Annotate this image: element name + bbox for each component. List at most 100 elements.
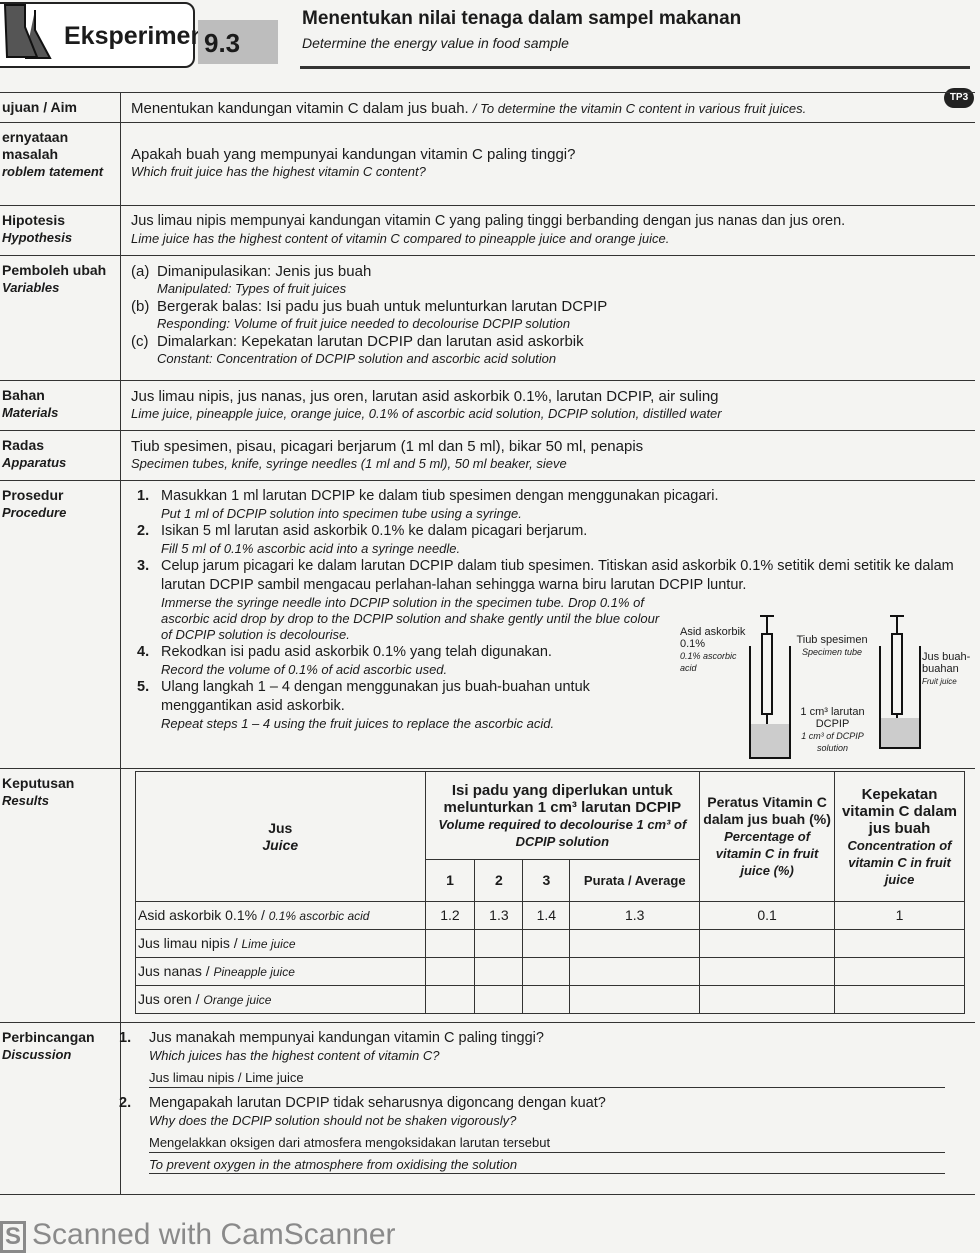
problem-text: Apakah buah yang mempunyai kandungan vit… (131, 146, 576, 163)
hypothesis-text-en: Lime juice has the highest content of vi… (131, 231, 670, 246)
apparatus-text: Tiub spesimen, pisau, picagari berjarum … (131, 438, 644, 455)
procedure-label: Prosedur (2, 487, 64, 503)
cell-avg: 1.3 (569, 901, 701, 930)
variable-item: (c) Dimalarkan: Kepekatan larutan DCPIP d… (131, 332, 965, 367)
cell-v1 (424, 985, 476, 1014)
question-label: Mengapakah larutan DCPIP tidak seharusny… (149, 1095, 606, 1111)
variables-label: Pemboleh ubah (2, 262, 107, 278)
materials-row: Bahan Materials Jus limau nipis, jus nana… (0, 380, 975, 430)
cell-avg (569, 929, 701, 958)
cell-v3 (522, 957, 571, 986)
variable-marker: (b) (131, 298, 150, 315)
results-row: Keputusan Results Jus Juice Isi padu yang … (0, 768, 975, 1022)
tp-badge: TP3 (944, 88, 974, 108)
procedure-step: 1. Masukkan 1 ml larutan DCPIP ke dalam t… (137, 487, 965, 522)
apparatus-label-en: Apparatus (2, 455, 67, 470)
variable-label: Dimalarkan: Kepekatan larutan DCPIP dan … (157, 333, 584, 350)
discussion-row: Perbincangan Discussion 1. Jus manakah mem… (0, 1022, 975, 1195)
th-volume-en: Volume required to decolourise 1 cm³ of … (438, 816, 687, 849)
cell-pct (699, 985, 835, 1014)
variable-marker: (a) (131, 263, 150, 280)
camscanner-text: Scanned with CamScanner (32, 1218, 396, 1251)
th-trial-3: 3 (522, 859, 571, 902)
question-text: 1. Jus manakah mempunyai kandungan vitami… (119, 1029, 965, 1048)
cell-v1 (424, 929, 476, 958)
procedure-step: 2. Isikan 5 ml larutan asid askorbik 0.1%… (137, 522, 965, 557)
aim-row: ujuan / Aim Menentukan kandungan vitamin… (0, 92, 975, 122)
cell-avg (569, 957, 701, 986)
page-title: Menentukan nilai tenaga dalam sampel mak… (302, 8, 742, 29)
cell-conc (834, 957, 965, 986)
question-text-en: Why does the DCPIP solution should not b… (149, 1113, 517, 1128)
problem-row: ernyataan masalah roblem tatement Apakah … (0, 122, 975, 205)
procedure-row: Prosedur Procedure 1. Masukkan 1 ml laruta… (0, 480, 975, 768)
juice-name: Jus nanas / (138, 962, 214, 979)
step-label: Celup jarum picagari ke dalam larutan DC… (161, 558, 954, 593)
question-text-en: Which juices has the highest content of … (149, 1048, 440, 1063)
juice-name: Jus oren / (138, 990, 204, 1007)
th-trial-1: 1 (424, 859, 476, 902)
procedure-step: 3. Celup jarum picagari ke dalam larutan … (137, 557, 965, 643)
question-number: 2. (119, 1095, 132, 1111)
header-rule (300, 66, 970, 69)
th-volume: Isi padu yang diperlukan untuk melunturk… (443, 781, 682, 816)
step-number: 2. (137, 523, 150, 539)
th-percentage: Peratus Vitamin C dalam jus buah (%) (703, 794, 831, 827)
step-label: Rekodkan isi padu asid askorbik 0.1% yan… (161, 644, 552, 660)
th-average: Purata / Average (569, 859, 701, 902)
procedure-step: 5. Ulang langkah 1 – 4 dengan menggunakan… (137, 678, 667, 732)
variable-label: Bergerak balas: Isi padu jus buah untuk … (157, 298, 608, 315)
cell-v3 (522, 985, 571, 1014)
cell-juice: Asid askorbik 0.1% / 0.1% ascorbic acid (135, 901, 426, 930)
juice-name: Asid askorbik 0.1% / (138, 906, 269, 923)
step-label: Masukkan 1 ml larutan DCPIP ke dalam tiu… (161, 488, 719, 504)
step-text: 4. Rekodkan isi padu asid askorbik 0.1% y… (137, 643, 667, 662)
experiment-word: Eksperimen (64, 22, 206, 50)
variables-label-en: Variables (2, 280, 60, 295)
hypothesis-label: Hipotesis (2, 212, 66, 228)
cell-v3 (522, 929, 571, 958)
results-label: Keputusan (2, 775, 75, 791)
procedure-label-en: Procedure (2, 505, 67, 520)
diagram-dcpip-label-en: 1 cm³ of DCPIP solution (801, 731, 864, 753)
cell-pct (699, 929, 835, 958)
hypothesis-text: Jus limau nipis mempunyai kandungan vita… (131, 213, 846, 229)
materials-text-en: Lime juice, pineapple juice, orange juic… (131, 406, 722, 421)
step-text-en: Fill 5 ml of 0.1% ascorbic acid into a s… (161, 541, 461, 556)
discussion-question: 2. Mengapakah larutan DCPIP tidak seharus… (119, 1094, 965, 1174)
cell-juice: Jus nanas / Pineapple juice (135, 957, 426, 986)
variable-text-en: Responding: Volume of fruit juice needed… (157, 316, 571, 331)
diagram-juice-label: Jus buah-buahan (922, 651, 971, 675)
materials-label-en: Materials (2, 405, 59, 420)
hypothesis-label-en: Hypothesis (2, 230, 73, 245)
step-number: 3. (137, 558, 150, 574)
problem-label-en: roblem tatement (2, 164, 104, 179)
cell-v3: 1.4 (522, 901, 571, 930)
apparatus-text-en: Specimen tubes, knife, syringe needles (… (131, 456, 567, 471)
camscanner-watermark: S Scanned with CamScanner (0, 1218, 396, 1253)
experiment-number: 9.3 (198, 20, 278, 64)
cell-v2 (474, 985, 524, 1014)
cell-avg (569, 985, 701, 1014)
diagram-tube-label: Tiub spesimen (796, 634, 868, 646)
step-text: 2. Isikan 5 ml larutan asid askorbik 0.1%… (137, 522, 965, 541)
aim-text: Menentukan kandungan vitamin C dalam jus… (131, 100, 469, 117)
answer-line: Mengelakkan oksigen dari atmosfera mengo… (149, 1129, 945, 1153)
syringe-diagram: Asid askorbik 0.1%0.1% ascorbic acid Tiu… (680, 615, 971, 759)
table-row: Jus nanas / Pineapple juice (135, 957, 965, 986)
cell-conc (834, 929, 965, 958)
juice-name-en: 0.1% ascorbic acid (268, 908, 370, 923)
cell-pct (699, 957, 835, 986)
results-table: Jus Juice Isi padu yang diperlukan untuk … (135, 771, 965, 1014)
diagram-acid-label-en: 0.1% ascorbic acid (680, 651, 737, 673)
aim-label: ujuan / Aim (2, 99, 77, 115)
step-text: 1. Masukkan 1 ml larutan DCPIP ke dalam t… (137, 487, 965, 506)
discussion-label: Perbincangan (2, 1029, 95, 1045)
variable-marker: (c) (131, 333, 149, 350)
results-label-en: Results (2, 793, 49, 808)
problem-label: ernyataan masalah (2, 129, 69, 162)
apparatus-label: Radas (2, 437, 45, 453)
variable-text-en: Constant: Concentration of DCPIP solutio… (157, 351, 557, 366)
variable-text: (a) Dimanipulasikan: Jenis jus buah (131, 262, 965, 281)
cell-v1 (424, 957, 476, 986)
